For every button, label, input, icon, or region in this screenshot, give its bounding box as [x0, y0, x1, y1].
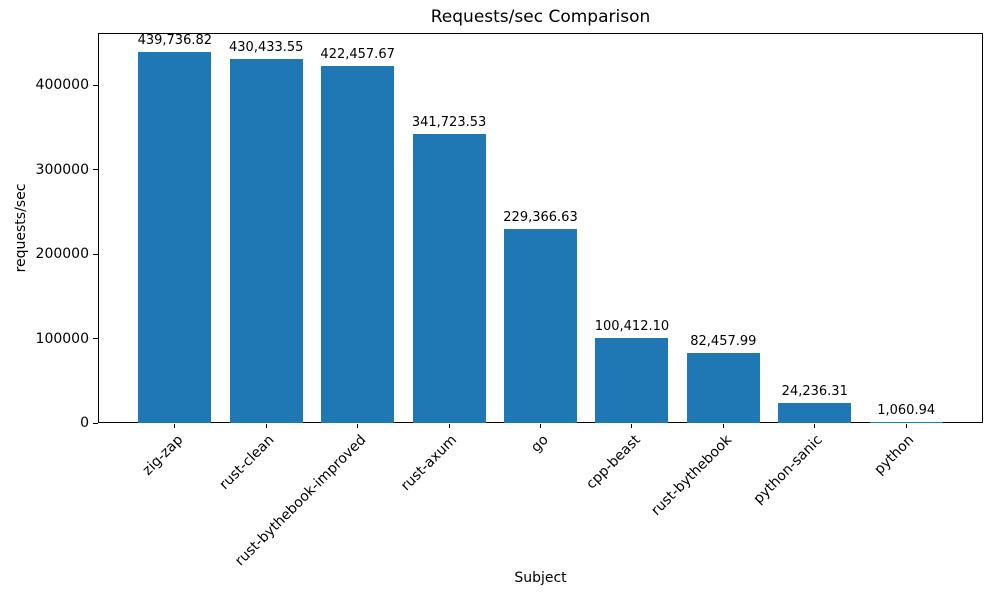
bar-value-label-zig-zap: 439,736.82 — [137, 32, 213, 48]
y-axis-tick-mark — [93, 338, 98, 340]
bar-python-sanic — [778, 402, 852, 423]
bar-value-label-cpp-beast: 100,412.10 — [594, 319, 670, 335]
x-axis-tick-mark — [631, 424, 633, 428]
bar-value-label-python: 1,060.94 — [877, 403, 936, 418]
x-axis-tick-mark — [357, 424, 359, 428]
bar-zig-zap — [138, 51, 212, 423]
x-tick-label-python: python — [871, 432, 918, 478]
y-axis-tick-mark — [93, 169, 98, 171]
x-axis-tick-mark — [540, 424, 541, 428]
bar-rust-axum — [412, 134, 486, 423]
x-tick-label-python-sanic: python-sanic — [750, 432, 827, 508]
y-tick-label-0: 0 — [80, 415, 89, 431]
bar-rust-bythebook — [686, 353, 760, 423]
y-axis-tick-mark — [93, 253, 98, 255]
x-axis-tick-mark — [265, 424, 267, 428]
x-axis-tick-mark — [814, 424, 816, 428]
x-axis-tick-mark — [174, 424, 176, 428]
bar-value-label-python-sanic: 24,236.31 — [781, 383, 848, 399]
x-tick-label-go: go — [528, 432, 552, 456]
bar-python — [869, 422, 943, 423]
x-tick-label-rust-clean: rust-clean — [216, 432, 278, 493]
y-axis-tick-mark — [93, 84, 98, 86]
y-tick-label-400000: 400000 — [35, 77, 89, 94]
bar-value-label-rust-bythebook: 82,457.99 — [690, 334, 757, 350]
y-axis-tick-mark — [93, 422, 98, 424]
bar-value-label-rust-bythebook-improved: 422,457.67 — [320, 47, 395, 63]
x-tick-label-cpp-beast: cpp-beast — [582, 432, 644, 493]
bar-rust-bythebook-improved — [321, 66, 395, 423]
x-tick-label-rust-axum: rust-axum — [398, 432, 461, 495]
y-tick-label-100000: 100000 — [35, 330, 89, 347]
x-axis-tick-mark — [905, 424, 907, 428]
x-axis-tick-mark — [722, 424, 724, 428]
x-tick-label-rust-bythebook: rust-bythebook — [647, 432, 735, 519]
x-axis-tick-mark — [448, 424, 450, 428]
bar-value-label-rust-clean: 430,433.55 — [229, 40, 304, 56]
x-tick-label-zig-zap: zig-zap — [139, 432, 187, 479]
y-tick-label-300000: 300000 — [35, 161, 89, 178]
bar-rust-clean — [229, 59, 303, 423]
bar-go — [503, 229, 578, 423]
bar-value-label-rust-axum: 341,723.53 — [411, 115, 487, 131]
bar-cpp-beast — [595, 338, 669, 423]
x-axis-label: Subject — [514, 570, 567, 586]
y-tick-label-200000: 200000 — [35, 246, 89, 263]
chart-title: Requests/sec Comparison — [430, 7, 651, 27]
bar-value-label-go: 229,366.63 — [503, 210, 578, 226]
